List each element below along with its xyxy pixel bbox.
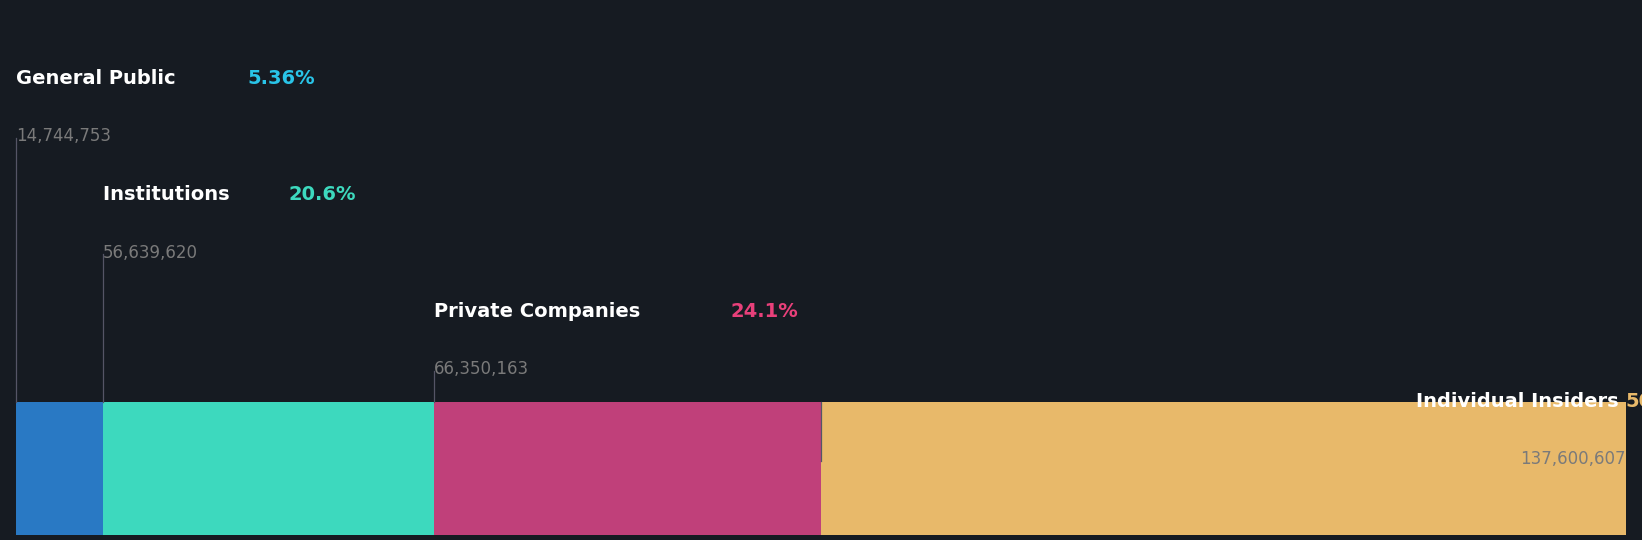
Text: 5.36%: 5.36% [248, 69, 315, 88]
Text: 66,350,163: 66,350,163 [433, 360, 529, 378]
Text: 50%: 50% [1626, 392, 1642, 411]
Text: General Public: General Public [16, 69, 182, 88]
Text: Individual Insiders: Individual Insiders [1415, 392, 1626, 411]
Text: Private Companies: Private Companies [433, 302, 647, 321]
Text: 20.6%: 20.6% [287, 185, 356, 204]
Text: 56,639,620: 56,639,620 [102, 244, 197, 261]
Text: 137,600,607: 137,600,607 [1520, 450, 1626, 468]
Text: 14,744,753: 14,744,753 [16, 127, 112, 145]
Text: 24.1%: 24.1% [731, 302, 798, 321]
Text: Institutions: Institutions [102, 185, 236, 204]
